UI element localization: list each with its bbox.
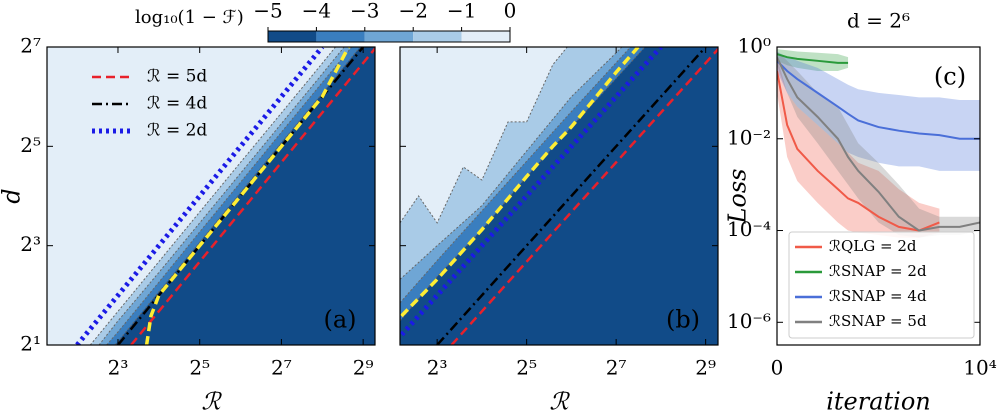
- y-tick-label: 10⁻²: [727, 125, 771, 149]
- y-tick-label: 2¹: [20, 332, 41, 356]
- panel-label: (c): [934, 63, 966, 91]
- colorbar-tick-label: −4: [302, 0, 331, 23]
- y-axis-label: Loss: [724, 168, 752, 224]
- plot-area: [47, 47, 375, 345]
- legend-label: ℛSNAP = 2d: [829, 262, 927, 280]
- colorbar-frame: [267, 30, 511, 43]
- colorbar-tick-label: −2: [398, 0, 427, 23]
- plot-area: [777, 49, 980, 238]
- chart-title: d = 2⁶: [847, 9, 910, 33]
- colorbar-tick-label: −1: [447, 0, 476, 23]
- x-tick-label: 2³: [427, 356, 448, 380]
- x-tick-label: 2⁹: [353, 356, 374, 380]
- series-line: [777, 60, 980, 140]
- colorbar-label: log₁₀(1 − ℱ): [135, 7, 244, 28]
- y-tick-label: 2⁵: [20, 133, 41, 157]
- error-band: [777, 57, 940, 238]
- frame: [776, 46, 981, 346]
- y-tick-label: 10⁰: [738, 34, 771, 58]
- x-axis-label: ℛ: [549, 388, 570, 416]
- legend-label: ℛ = 2d: [147, 121, 207, 141]
- contour-region: [47, 47, 375, 345]
- series-line: [130, 47, 375, 345]
- y-tick-label: 10⁻⁴: [727, 217, 771, 241]
- y-tick-label: 10⁻⁶: [727, 309, 771, 333]
- x-tick-label: 2⁵: [189, 356, 210, 380]
- error-band: [777, 51, 980, 171]
- x-tick-label: 2⁷: [271, 356, 292, 380]
- x-tick-label: 2⁷: [606, 356, 627, 380]
- series-line: [75, 47, 325, 345]
- colorbar-tick-label: 0: [504, 0, 517, 23]
- legend-label: ℛQLG = 2d: [829, 237, 917, 255]
- colorbar-segment: [268, 31, 317, 42]
- series-line: [450, 47, 718, 345]
- y-tick-label: 2⁷: [20, 34, 41, 58]
- legend-label: ℛSNAP = 5d: [829, 312, 927, 330]
- x-tick-label: 0: [771, 356, 784, 380]
- colorbar-tick-label: −5: [253, 0, 282, 23]
- plot-area: [400, 47, 718, 345]
- frame: [399, 46, 719, 346]
- legend-label: ℛ = 5d: [147, 67, 207, 87]
- colorbar-segment: [461, 31, 510, 42]
- series-line: [436, 47, 707, 345]
- y-tick-label: 2³: [20, 232, 41, 256]
- series-line: [777, 56, 980, 232]
- panel-label: (a): [323, 306, 356, 334]
- x-tick-label: 2⁹: [695, 356, 716, 380]
- legend-label: ℛSNAP = 4d: [829, 287, 927, 305]
- x-tick-label: 10⁴: [963, 356, 996, 380]
- series-line: [144, 47, 351, 345]
- legend-box: [788, 231, 975, 339]
- series-line: [400, 47, 640, 318]
- x-axis-label: ℛ: [201, 388, 222, 416]
- colorbar-tick-label: −3: [350, 0, 379, 23]
- series-line: [777, 53, 849, 64]
- colorbar-segment: [413, 31, 462, 42]
- error-band: [777, 51, 980, 238]
- panel-label: (b): [666, 306, 700, 334]
- y-axis-label: d: [0, 188, 26, 203]
- x-tick-label: 2³: [108, 356, 129, 380]
- x-axis-label: iteration: [826, 388, 931, 416]
- legend-label: ℛ = 4d: [147, 94, 207, 114]
- x-tick-label: 2⁵: [516, 356, 537, 380]
- frame: [46, 46, 376, 346]
- series-line: [777, 70, 940, 232]
- colorbar-segment: [364, 31, 414, 42]
- colorbar-segment: [316, 31, 365, 42]
